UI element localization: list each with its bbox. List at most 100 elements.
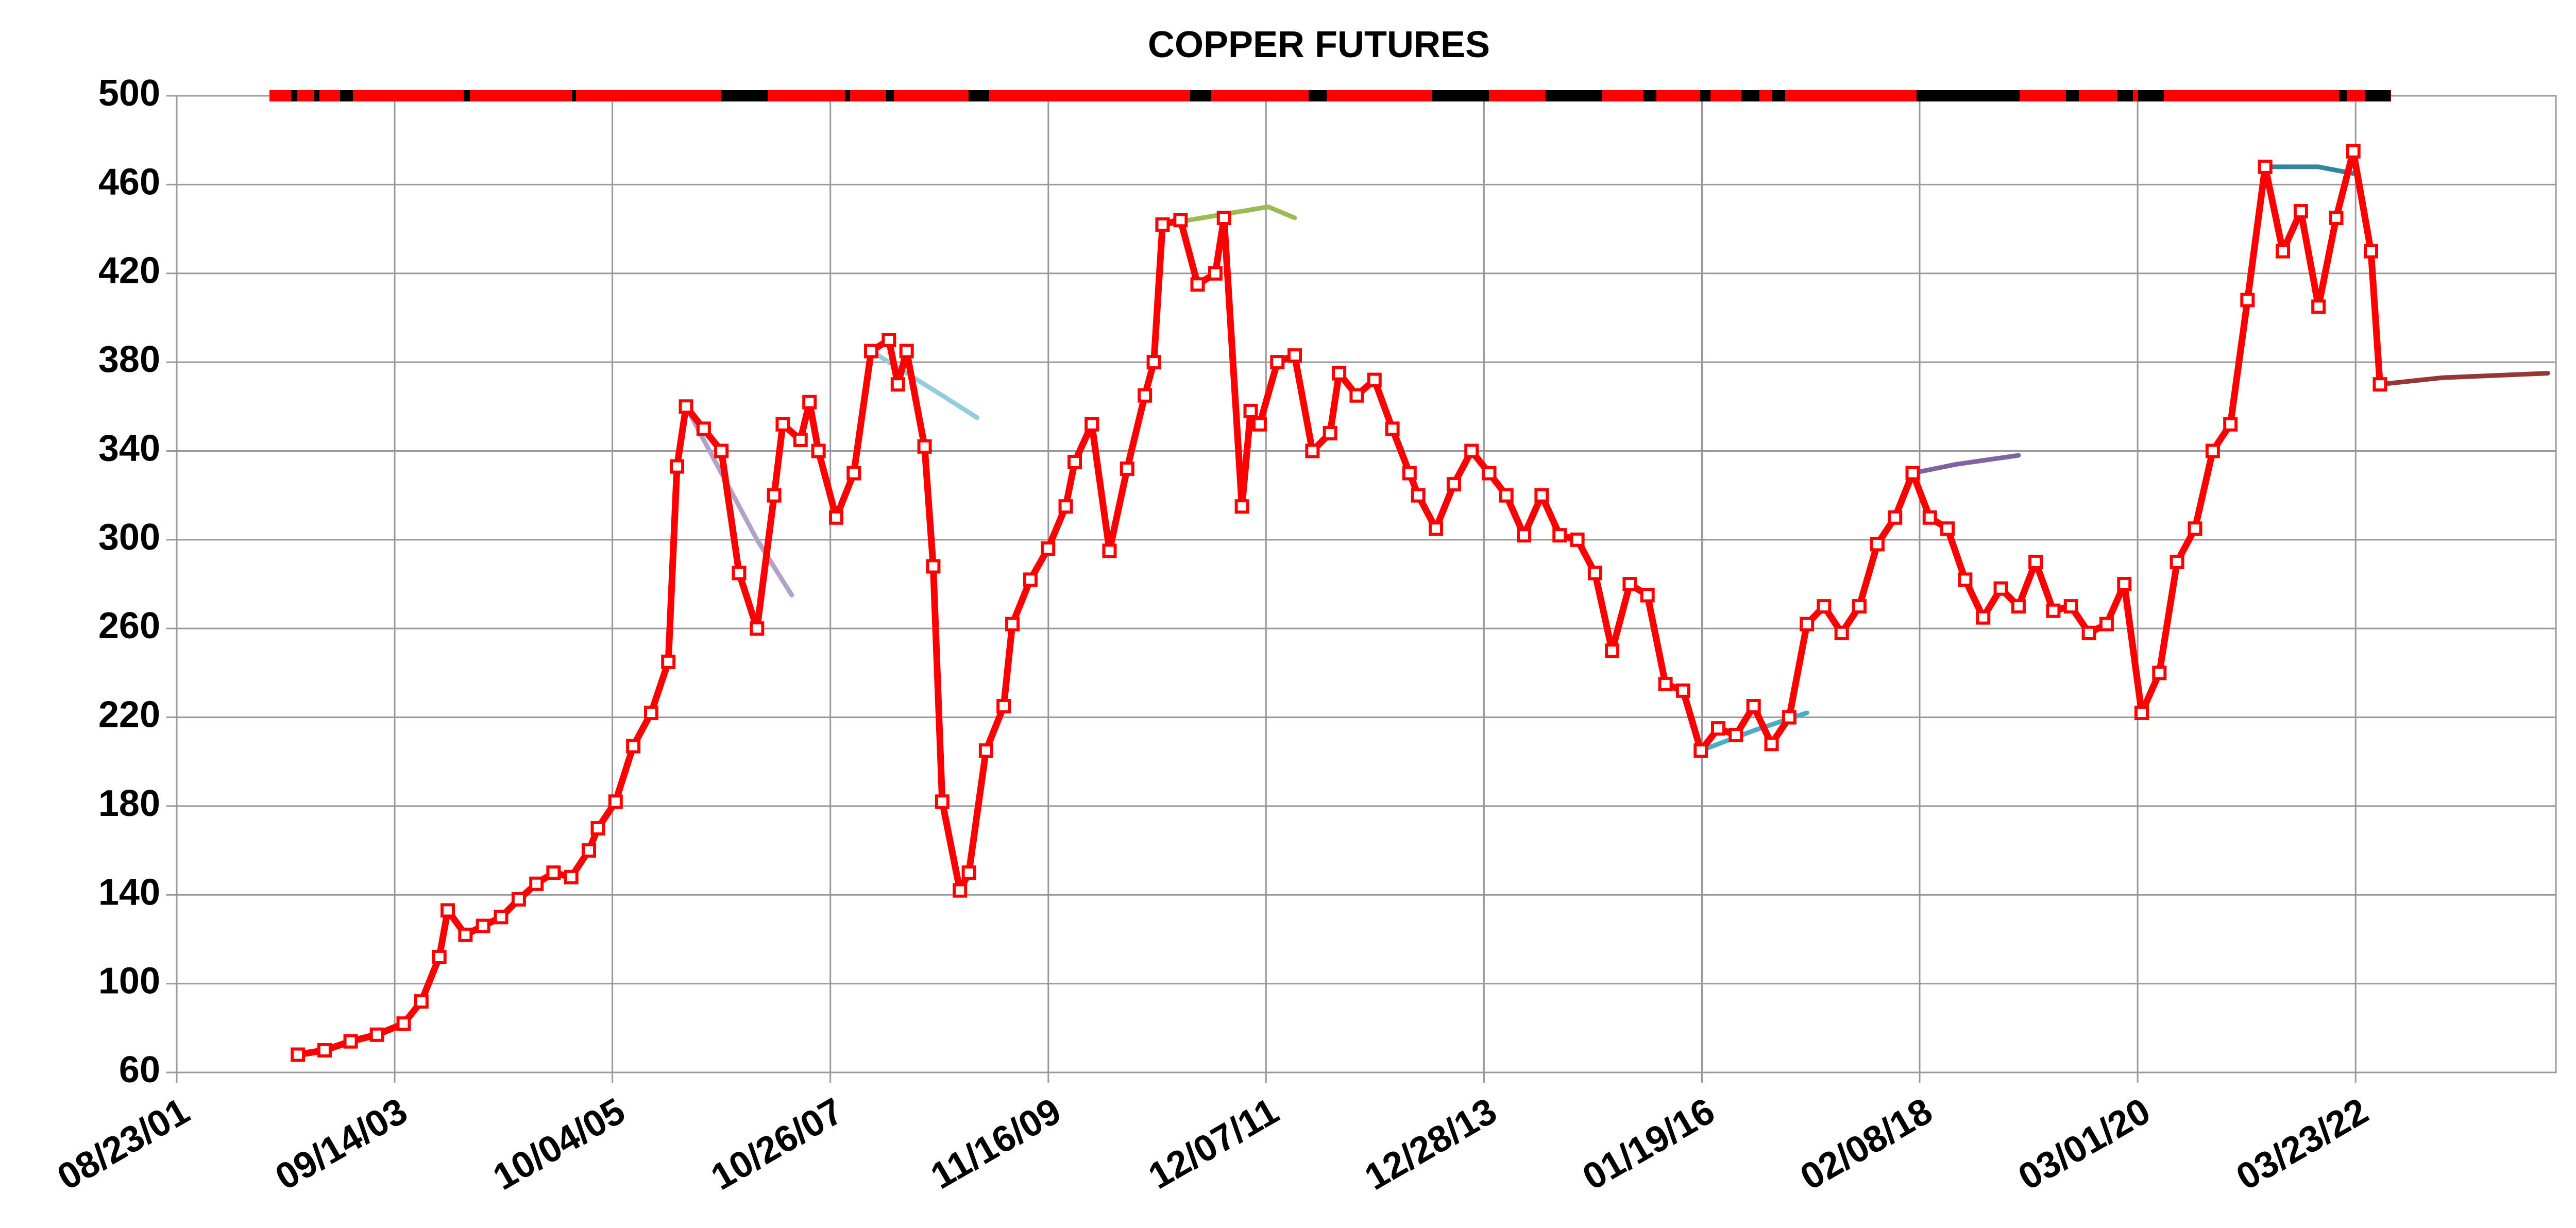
plot-area	[176, 95, 2557, 1073]
forward-curve	[2263, 164, 2356, 176]
y-tick-label: 180	[98, 783, 160, 824]
price-marker	[1482, 466, 1497, 481]
price-marker	[1146, 355, 1161, 370]
price-marker	[1517, 528, 1532, 543]
price-marker	[476, 918, 490, 933]
price-marker	[1711, 721, 1726, 736]
price-marker	[802, 395, 817, 410]
x-tick-label: 12/07/11	[1142, 1090, 1285, 1197]
price-marker	[1870, 537, 1885, 552]
price-marker	[2099, 617, 2114, 632]
price-marker	[1023, 572, 1038, 587]
price-marker	[714, 444, 729, 458]
status-segment	[1741, 90, 1759, 101]
price-marker	[1190, 277, 1205, 292]
price-marker	[1067, 455, 1082, 469]
status-segment	[464, 90, 470, 101]
forward-curve	[1160, 204, 1297, 227]
x-tick-label: 10/04/05	[486, 1090, 632, 1198]
price-marker	[1005, 617, 1020, 632]
price-marker	[926, 559, 941, 574]
price-marker	[1084, 417, 1099, 432]
price-marker	[961, 865, 976, 880]
x-tick-label: 02/08/18	[1793, 1090, 1939, 1198]
price-marker	[1323, 425, 1337, 440]
price-marker	[793, 432, 808, 447]
status-segment	[1484, 90, 1489, 101]
price-marker	[1922, 510, 1937, 525]
price-marker	[1252, 417, 1267, 432]
chart-title: COPPER FUTURES	[1148, 24, 1490, 65]
price-marker	[978, 743, 993, 758]
price-marker	[608, 794, 623, 809]
price-marker	[1834, 625, 1849, 640]
price-marker	[2081, 625, 2096, 640]
price-marker	[2372, 377, 2387, 392]
status-segment	[2365, 90, 2391, 101]
status-segment	[2138, 90, 2164, 101]
price-marker	[1332, 366, 1347, 381]
price-marker	[458, 927, 473, 942]
price-marker	[1587, 566, 1602, 581]
price-marker	[2046, 603, 2061, 618]
price-marker	[511, 892, 526, 907]
price-marker	[2364, 244, 2379, 259]
price-marker	[1852, 599, 1867, 614]
x-tick-label: 01/19/16	[1576, 1090, 1722, 1198]
price-marker	[1800, 617, 1815, 632]
price-marker	[369, 1027, 384, 1042]
price-marker	[432, 949, 447, 964]
y-tick-label: 100	[98, 961, 160, 1002]
price-marker	[1693, 743, 1708, 758]
price-marker	[2170, 554, 2184, 569]
price-marker	[1216, 211, 1231, 225]
x-tick-label: 03/23/22	[2230, 1090, 2376, 1198]
price-marker	[1622, 577, 1637, 591]
price-marker	[1570, 532, 1585, 547]
price-marker	[917, 439, 932, 454]
price-marker	[1605, 643, 1620, 658]
status-segment	[1917, 90, 2020, 101]
status-segment	[1643, 90, 1656, 101]
price-marker	[811, 444, 826, 458]
price-marker	[644, 705, 659, 720]
price-marker	[2346, 144, 2361, 159]
status-segment	[1432, 90, 1489, 101]
price-marker	[2188, 521, 2202, 536]
price-marker	[2152, 666, 2167, 680]
price-marker	[2117, 577, 2132, 591]
y-tick-label: 220	[98, 694, 160, 736]
price-marker	[582, 843, 597, 858]
x-tick-label: 12/28/13	[1358, 1090, 1504, 1198]
price-marker	[414, 994, 429, 1009]
y-tick-label: 380	[98, 339, 160, 380]
price-marker	[1764, 737, 1779, 752]
price-marker	[343, 1034, 358, 1049]
price-marker	[828, 510, 843, 525]
status-segment	[2117, 90, 2133, 101]
price-marker	[590, 821, 605, 835]
x-tick-label: 03/01/20	[2011, 1090, 2157, 1198]
price-marker	[1940, 521, 1955, 536]
price-marker	[890, 377, 905, 392]
status-segment	[2339, 90, 2347, 101]
price-marker	[767, 488, 782, 503]
price-marker	[1102, 543, 1117, 558]
price-marker	[2011, 599, 2026, 614]
price-marker	[1208, 266, 1223, 281]
price-marker	[1499, 488, 1514, 503]
price-marker	[2223, 417, 2238, 432]
price-marker	[1552, 528, 1567, 543]
price-marker	[1888, 510, 1903, 525]
price-marker	[1411, 488, 1426, 503]
price-marker	[2063, 599, 2078, 614]
price-marker	[775, 417, 790, 432]
price-marker	[882, 333, 896, 347]
price-marker	[1287, 348, 1302, 363]
price-marker	[1905, 466, 1920, 481]
price-marker	[1464, 444, 1479, 458]
price-marker	[1658, 676, 1673, 691]
price-marker	[1429, 521, 1444, 536]
price-marker	[996, 699, 1011, 713]
